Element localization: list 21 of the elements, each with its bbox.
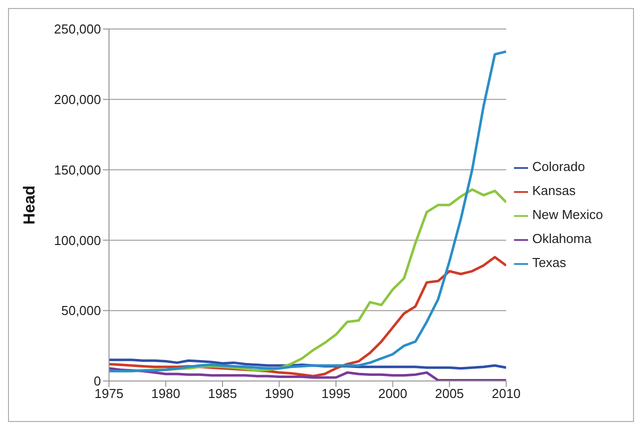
x-tick-label: 1995: [322, 386, 350, 402]
y-axis-title: Head: [22, 185, 39, 225]
y-tick-label: 250,000: [54, 22, 101, 37]
y-tick-label: 150,000: [54, 162, 101, 178]
line-series: [109, 50, 506, 372]
legend-label: New Mexico: [532, 207, 603, 222]
x-tick-label: 2000: [378, 386, 408, 402]
y-tick-label: 50,000: [61, 303, 101, 318]
y-tick-label: 100,000: [54, 232, 101, 248]
x-tick-label: 1990: [264, 386, 294, 402]
legend-label: Kansas: [532, 183, 576, 198]
legend-label: Texas: [532, 255, 566, 270]
legend-label: Oklahoma: [532, 231, 592, 246]
x-tick-label: 2010: [492, 386, 521, 402]
x-tick-label: 1985: [208, 386, 237, 402]
y-tick-label: 0: [94, 374, 101, 389]
y-tick-label: 200,000: [54, 92, 101, 108]
legend-label: Colorado: [532, 159, 585, 174]
x-tick-label: 2005: [435, 386, 464, 402]
x-tick-label: 1975: [94, 386, 124, 402]
x-tick-label: 1980: [151, 386, 180, 402]
